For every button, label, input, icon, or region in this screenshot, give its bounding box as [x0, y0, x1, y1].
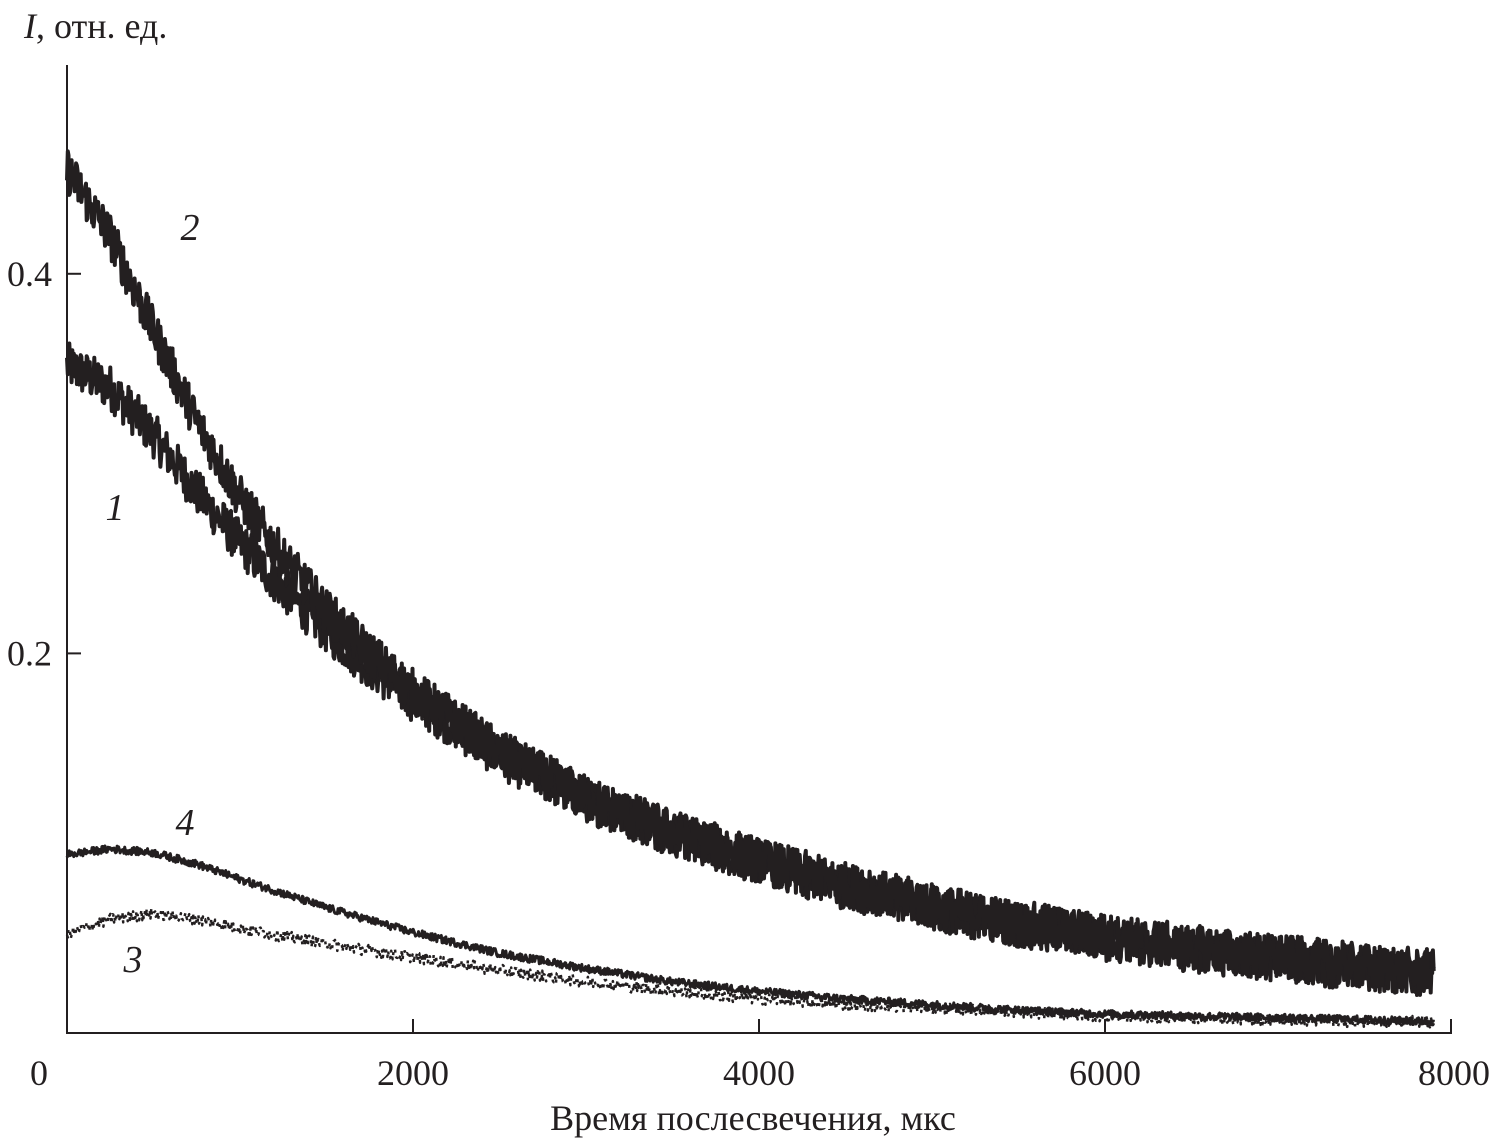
series-3-line: [65, 907, 1435, 1029]
y-tick-label-0.4: 0.4: [7, 254, 52, 294]
labels: I, отн. ед. Время послесвечения, мкс 1 2 3…: [23, 6, 956, 1138]
series-1: [65, 341, 1436, 997]
x-tick-label-2000: 2000: [377, 1053, 449, 1093]
series-group: [65, 149, 1436, 1029]
series-3: [65, 907, 1435, 1029]
x-tick-label-8000: 8000: [1418, 1053, 1490, 1093]
x-tick-label-0: 0: [30, 1053, 48, 1093]
y-axis-title: I, отн. ед.: [23, 6, 167, 46]
series-4: [65, 844, 1436, 1027]
series-2: [65, 149, 1436, 995]
x-tick-label-4000: 4000: [723, 1053, 795, 1093]
series-2-line: [65, 149, 1436, 995]
series-label-4: 4: [176, 802, 195, 844]
y-tick-label-0.2: 0.2: [7, 633, 52, 673]
series-label-1: 1: [106, 487, 125, 529]
x-tick-label-6000: 6000: [1069, 1053, 1141, 1093]
y-axis-title-symbol: I: [23, 6, 38, 46]
y-axis-title-unit: , отн. ед.: [36, 6, 167, 46]
x-axis-title: Время послесвечения, мкс: [550, 1098, 956, 1138]
ticks: 0 2000 4000 6000 8000 0.2 0.4: [7, 254, 1490, 1093]
series-4-line: [65, 844, 1436, 1027]
series-label-3: 3: [123, 939, 143, 981]
series-label-2: 2: [181, 207, 200, 249]
series-1-line: [65, 341, 1436, 997]
